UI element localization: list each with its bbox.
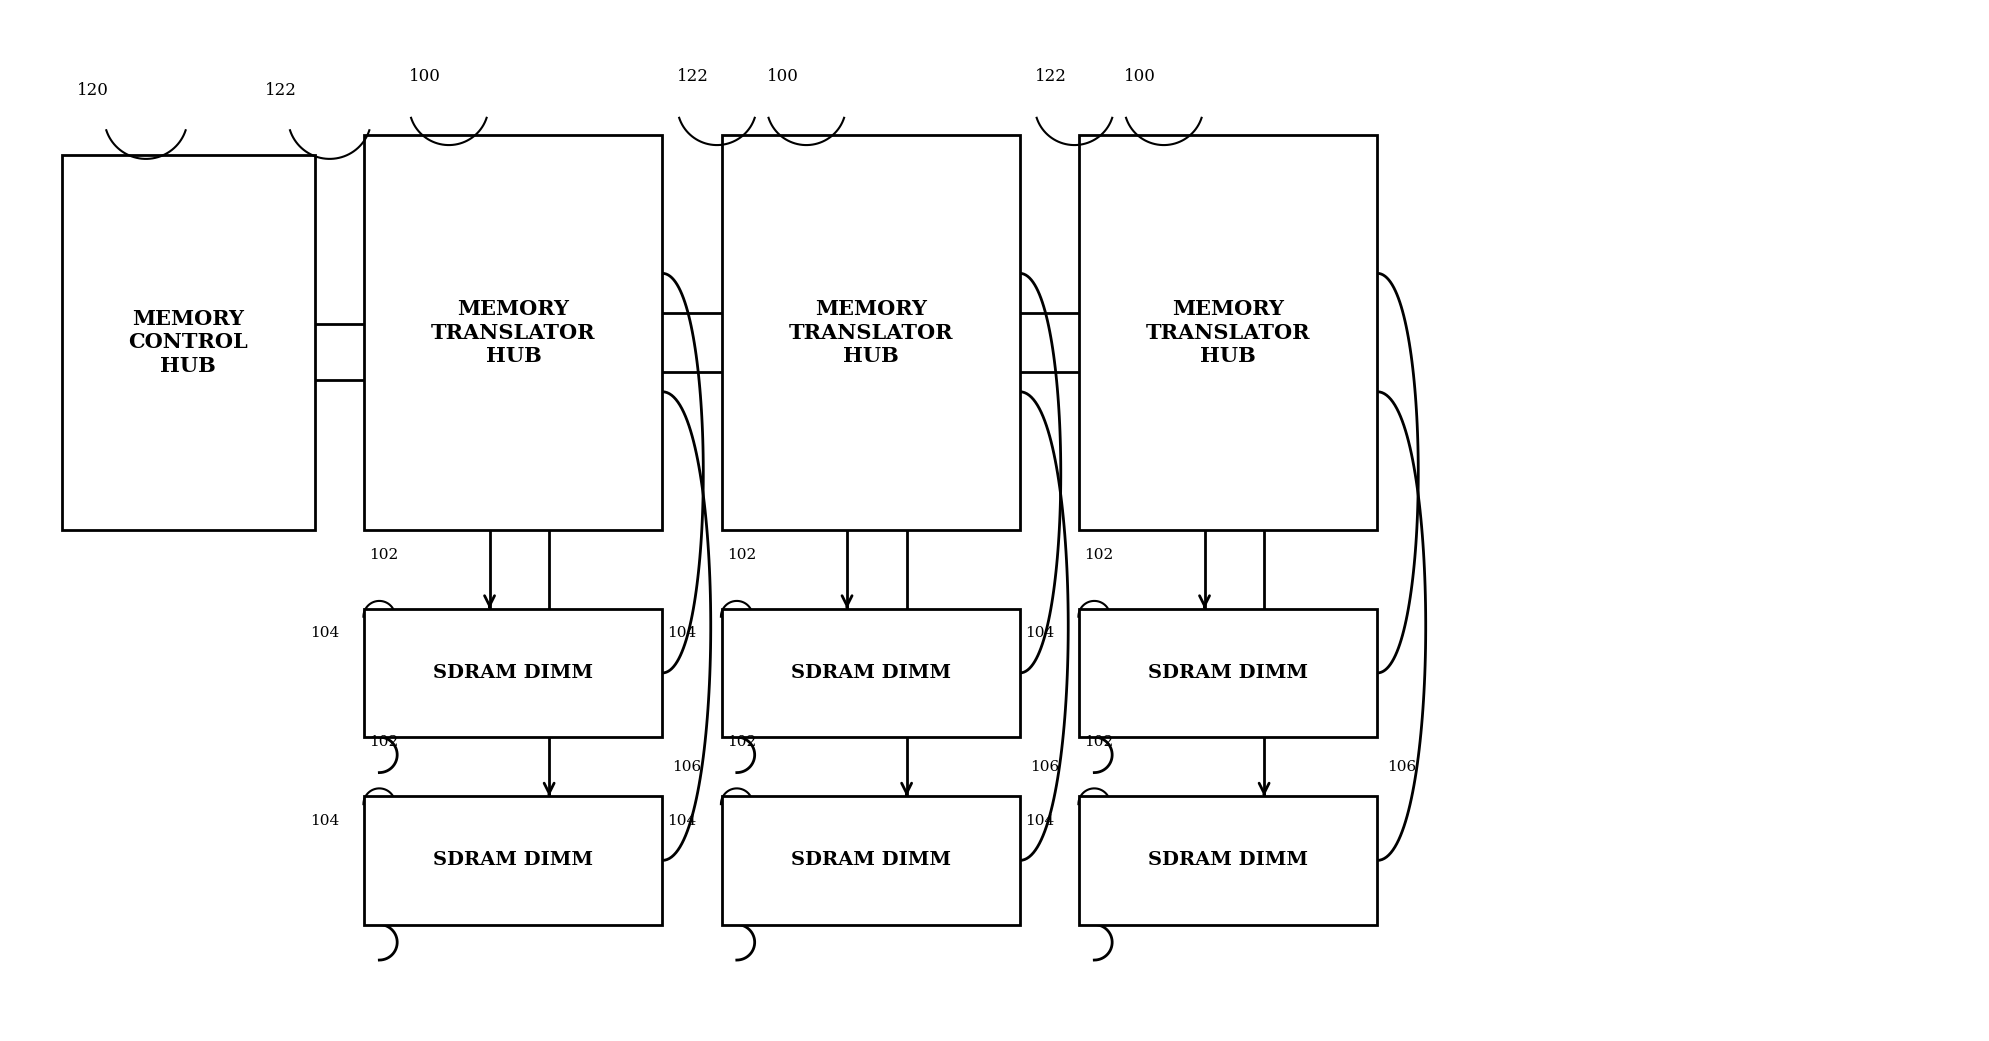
Text: SDRAM DIMM: SDRAM DIMM <box>1148 664 1309 682</box>
Text: 100: 100 <box>1124 68 1156 84</box>
Bar <box>1080 609 1376 737</box>
Text: MEMORY
CONTROL
HUB: MEMORY CONTROL HUB <box>129 309 249 376</box>
Text: 102: 102 <box>1084 548 1114 561</box>
Text: 100: 100 <box>410 68 442 84</box>
Bar <box>722 135 1020 530</box>
Bar <box>722 796 1020 924</box>
Text: 102: 102 <box>726 548 756 561</box>
Text: SDRAM DIMM: SDRAM DIMM <box>792 852 951 869</box>
Text: SDRAM DIMM: SDRAM DIMM <box>434 664 593 682</box>
Text: 104: 104 <box>1024 814 1054 828</box>
Text: 106: 106 <box>672 760 702 773</box>
Text: 104: 104 <box>666 627 696 640</box>
Text: 102: 102 <box>370 735 398 750</box>
Bar <box>364 609 662 737</box>
Text: SDRAM DIMM: SDRAM DIMM <box>1148 852 1309 869</box>
Bar <box>62 155 314 530</box>
Text: 100: 100 <box>766 68 798 84</box>
Text: 106: 106 <box>1386 760 1416 773</box>
Bar <box>364 796 662 924</box>
Text: 104: 104 <box>1024 627 1054 640</box>
Text: MEMORY
TRANSLATOR
HUB: MEMORY TRANSLATOR HUB <box>788 300 953 365</box>
Text: 120: 120 <box>76 82 107 99</box>
Text: 104: 104 <box>310 627 338 640</box>
Bar <box>364 135 662 530</box>
Text: 102: 102 <box>370 548 398 561</box>
Text: 122: 122 <box>1034 68 1066 84</box>
Text: MEMORY
TRANSLATOR
HUB: MEMORY TRANSLATOR HUB <box>432 300 595 365</box>
Text: 102: 102 <box>726 735 756 750</box>
Text: SDRAM DIMM: SDRAM DIMM <box>792 664 951 682</box>
Text: 102: 102 <box>1084 735 1114 750</box>
Text: 104: 104 <box>666 814 696 828</box>
Text: 122: 122 <box>676 68 710 84</box>
Text: 104: 104 <box>310 814 338 828</box>
Bar <box>722 609 1020 737</box>
Text: 122: 122 <box>265 82 296 99</box>
Text: SDRAM DIMM: SDRAM DIMM <box>434 852 593 869</box>
Text: MEMORY
TRANSLATOR
HUB: MEMORY TRANSLATOR HUB <box>1146 300 1311 365</box>
Bar <box>1080 135 1376 530</box>
Bar <box>1080 796 1376 924</box>
Text: 106: 106 <box>1030 760 1058 773</box>
